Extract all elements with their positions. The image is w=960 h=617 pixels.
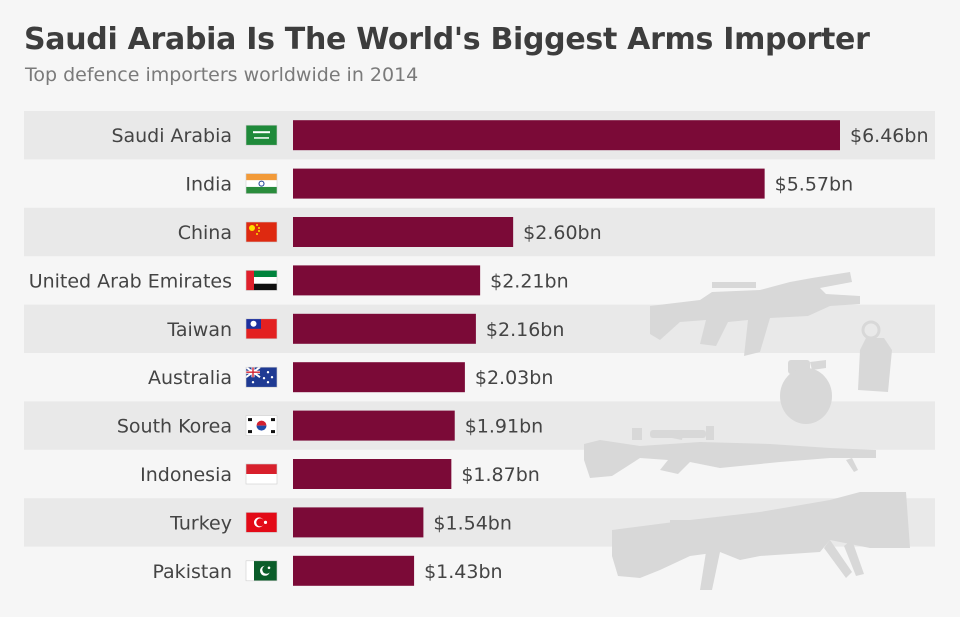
south-korea-flag-icon [245, 415, 278, 436]
bar [293, 459, 452, 489]
sniper-rifle-icon [584, 426, 876, 478]
bar [293, 507, 424, 538]
value-label: $5.57bn [775, 174, 854, 196]
value-label: $6.46bn [850, 125, 929, 147]
value-label: $1.54bn [433, 512, 512, 534]
saudi-arabia-flag-icon [245, 124, 278, 146]
category-label: India [185, 174, 232, 196]
value-label: $2.16bn [486, 319, 565, 341]
smoke-grenade-icon [858, 320, 892, 392]
bar [293, 265, 481, 296]
bar [293, 217, 514, 247]
category-label: South Korea [117, 416, 232, 438]
chart-subtitle: Top defence importers worldwide in 2014 [25, 64, 419, 86]
australia-flag-icon [245, 366, 278, 388]
category-label: Taiwan [166, 319, 232, 341]
category-label: Saudi Arabia [111, 125, 232, 147]
category-label: Turkey [169, 512, 232, 534]
indonesia-flag-icon [245, 463, 278, 485]
rocket-launcher-icon [612, 492, 910, 590]
category-labels: Saudi Arabia India China United Arab Emirat… [29, 125, 232, 583]
value-label: $2.60bn [523, 222, 602, 244]
assault-rifle-icon [650, 272, 860, 356]
taiwan-flag-icon [245, 318, 278, 340]
uae-flag-icon [245, 270, 278, 291]
value-label: $2.21bn [490, 270, 569, 292]
bar [293, 362, 465, 393]
india-flag-icon [245, 173, 278, 194]
bar [293, 168, 765, 199]
bar [293, 313, 476, 344]
chart-title: Saudi Arabia Is The World's Biggest Arms… [24, 22, 870, 57]
china-flag-icon [245, 221, 278, 243]
weapon-silhouettes [584, 272, 910, 590]
country-flags [245, 124, 278, 582]
category-label: Pakistan [152, 561, 232, 583]
turkey-flag-icon [245, 512, 278, 533]
category-label: China [178, 222, 232, 244]
category-label: Australia [148, 367, 232, 389]
category-label: United Arab Emirates [29, 270, 232, 292]
value-label: $2.03bn [475, 367, 554, 389]
category-label: Indonesia [140, 464, 232, 486]
value-label: $1.87bn [461, 464, 540, 486]
bar [293, 555, 415, 586]
hand-grenade-icon [780, 360, 832, 424]
pakistan-flag-icon [245, 560, 278, 582]
value-label: $1.43bn [424, 561, 503, 583]
row-stripe [24, 401, 935, 450]
value-labels: $6.46bn $5.57bn $2.60bn $2.21bn $2.16bn $2.03… [424, 125, 928, 583]
value-label: $1.91bn [465, 416, 544, 438]
bars [293, 120, 840, 586]
bar [293, 410, 455, 441]
bar [293, 120, 840, 151]
